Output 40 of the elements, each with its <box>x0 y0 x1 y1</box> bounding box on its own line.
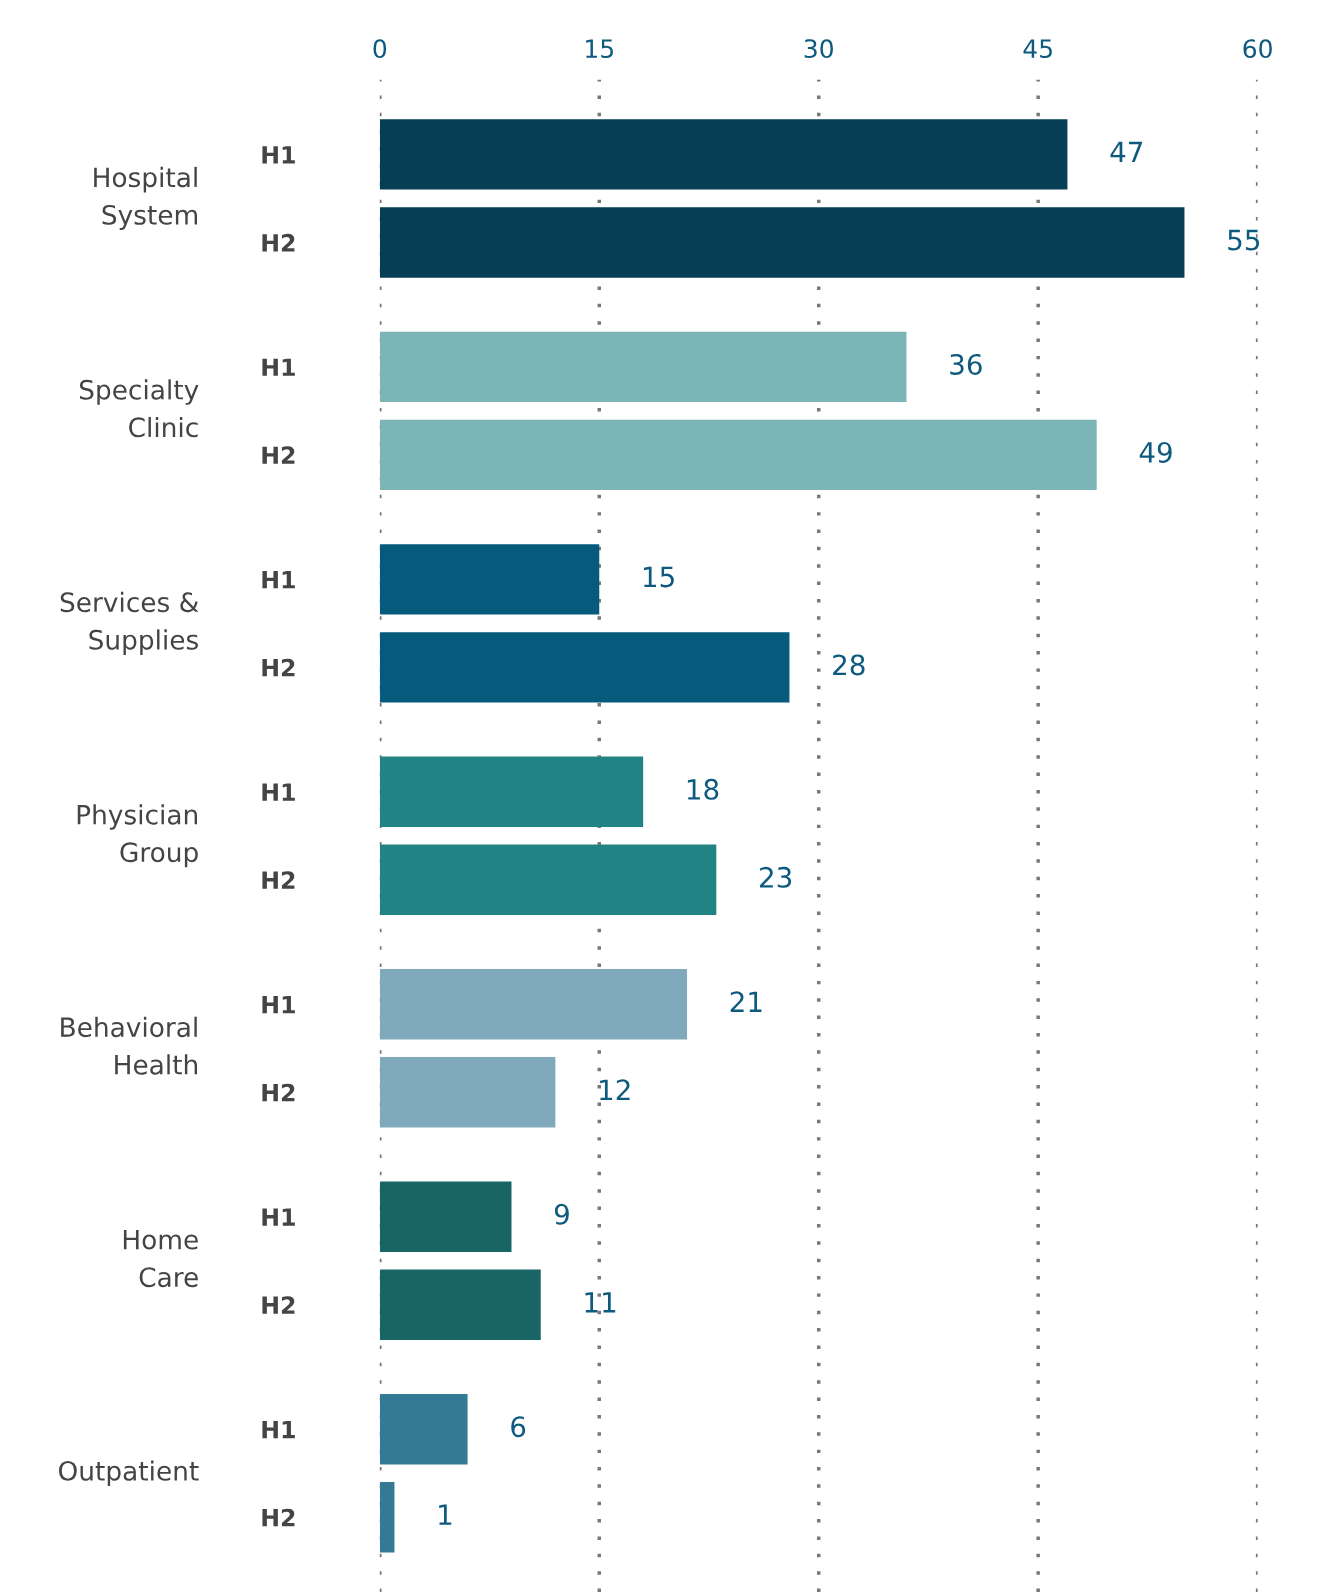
text: Services & Supplies <box>60 591 199 655</box>
data-label: 9 <box>554 1203 569 1225</box>
x-tick-label: 15 <box>586 39 613 59</box>
data-label: 49 <box>1139 441 1172 463</box>
data-label: 12 <box>600 1079 630 1100</box>
y-tick-label: H2 <box>262 446 295 464</box>
data-label: 36 <box>950 353 982 375</box>
y-tick-label: H2 <box>262 658 295 677</box>
x-tick-label: 45 <box>1023 39 1052 59</box>
text: Physician Group <box>77 804 198 868</box>
text: Outpatient <box>58 1460 199 1486</box>
data-label: 21 <box>730 991 762 1012</box>
data-label: 1 <box>439 1504 452 1525</box>
data-label: 15 <box>643 566 674 588</box>
data-label: 28 <box>833 654 865 676</box>
data-label: 47 <box>1110 141 1143 163</box>
data-label: 23 <box>760 866 792 888</box>
y-tick-label: H1 <box>262 996 295 1014</box>
y-tick-label: H2 <box>262 871 295 889</box>
y-tick-label: H2 <box>262 1296 295 1314</box>
text: Home Care <box>123 1229 198 1288</box>
y-tick-label: H1 <box>262 783 295 801</box>
y-tick-label: H1 <box>262 358 295 376</box>
data-label: 55 <box>1228 229 1260 251</box>
y-tick-label: H1 <box>262 1208 295 1226</box>
y-tick-label: H1 <box>262 146 295 164</box>
x-tick-label: 0 <box>373 39 387 59</box>
y-tick-label: H2 <box>262 1508 295 1527</box>
text: Specialty Clinic <box>79 379 199 438</box>
text: Hospital System <box>94 166 198 230</box>
y-tick-label: H1 <box>262 1420 295 1439</box>
text: Behavioral Health <box>61 1016 198 1075</box>
y-tick-label: H2 <box>262 1083 295 1102</box>
x-tick-label: 30 <box>804 39 833 59</box>
data-label: 11 <box>585 1292 616 1313</box>
y-tick-label: H2 <box>262 233 295 252</box>
y-tick-label: H1 <box>262 571 295 589</box>
data-label: 6 <box>511 1416 526 1438</box>
data-label: 18 <box>687 778 719 800</box>
x-tick-label: 60 <box>1243 39 1272 59</box>
